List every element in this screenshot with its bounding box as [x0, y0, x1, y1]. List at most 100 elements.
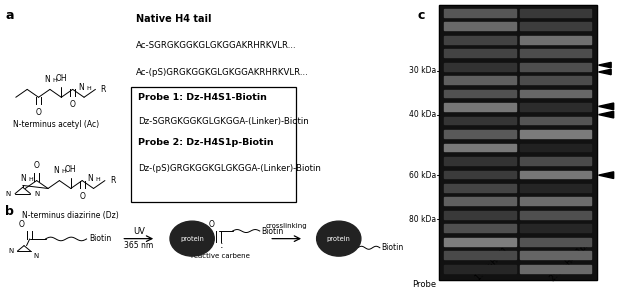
Text: N: N [35, 191, 40, 197]
Bar [520, 171, 591, 178]
Bar [520, 251, 591, 259]
Bar [444, 103, 516, 111]
Text: H: H [61, 169, 66, 174]
Bar [444, 76, 516, 84]
Text: H: H [52, 78, 57, 83]
Bar [444, 251, 516, 259]
Text: H: H [28, 177, 33, 182]
Text: 365 nm: 365 nm [124, 241, 154, 250]
Text: N: N [33, 253, 39, 259]
Text: N: N [8, 248, 14, 254]
Text: R: R [100, 85, 106, 94]
FancyBboxPatch shape [131, 87, 296, 202]
Text: Biotin: Biotin [382, 243, 404, 252]
Bar [444, 224, 516, 232]
Bar [520, 103, 591, 111]
Bar [520, 76, 591, 84]
Bar [444, 9, 516, 17]
Polygon shape [599, 69, 611, 75]
Bar [520, 63, 591, 71]
Text: Dz-(pS)GRGKGGKGLGKGGA-(Linker)-Biotin: Dz-(pS)GRGKGGKGLGKGGA-(Linker)-Biotin [138, 164, 320, 173]
Text: protein: protein [327, 236, 351, 242]
Text: N: N [6, 191, 11, 197]
Text: c: c [417, 9, 425, 22]
Polygon shape [599, 111, 614, 118]
Bar [520, 238, 591, 246]
Bar [444, 49, 516, 57]
Bar [520, 22, 591, 30]
Bar [444, 198, 516, 205]
Bar [520, 117, 591, 124]
Bar [520, 224, 591, 232]
Bar [439, 5, 597, 280]
Bar [520, 211, 591, 219]
Text: R: R [110, 176, 116, 185]
Bar [444, 130, 516, 138]
Text: 80 kDa: 80 kDa [409, 215, 436, 224]
Bar [520, 36, 591, 43]
Text: :: : [219, 240, 223, 250]
Text: N: N [44, 75, 50, 84]
Text: O: O [19, 220, 25, 229]
Text: 2: Dz-H4S1ph: 2: Dz-H4S1ph [549, 240, 592, 283]
Bar [520, 130, 591, 138]
Bar [520, 143, 591, 151]
Bar [444, 22, 516, 30]
Polygon shape [599, 103, 614, 110]
Text: b: b [5, 205, 14, 218]
Text: Ac-(pS)GRGKGGKGLGKGGAKRHRKVLR...: Ac-(pS)GRGKGGKGLGKGGAKRHRKVLR... [136, 68, 308, 78]
Polygon shape [599, 172, 614, 178]
Text: 60 kDa: 60 kDa [409, 171, 436, 180]
Bar [520, 198, 591, 205]
Text: Biotin: Biotin [262, 226, 284, 236]
Text: reactive carbene: reactive carbene [191, 253, 250, 259]
Bar [520, 9, 591, 17]
Text: Probe: Probe [412, 280, 436, 289]
Text: N: N [20, 174, 27, 183]
Text: Biotin: Biotin [89, 234, 111, 244]
Text: a: a [5, 9, 13, 22]
Text: H: H [95, 177, 100, 182]
Bar [520, 265, 591, 272]
Bar [520, 90, 591, 98]
Bar [444, 90, 516, 98]
Bar [444, 157, 516, 165]
Text: N-terminus diazirine (Dz): N-terminus diazirine (Dz) [22, 211, 119, 220]
Bar [520, 49, 591, 57]
Text: H: H [86, 86, 91, 91]
Ellipse shape [170, 221, 214, 256]
Text: Dz-SGRGKGGKGLGKGGA-(Linker)-Biotin: Dz-SGRGKGGKGLGKGGA-(Linker)-Biotin [138, 117, 308, 126]
Bar [444, 117, 516, 124]
Text: Ac-SGRGKGGKGLGKGGAKRHRKVLR...: Ac-SGRGKGGKGLGKGGAKRHRKVLR... [136, 41, 296, 50]
Text: 30 kDa: 30 kDa [409, 66, 436, 75]
Bar [444, 265, 516, 272]
Bar [444, 171, 516, 178]
Text: OH: OH [65, 165, 76, 174]
Text: crosslinking: crosslinking [266, 223, 307, 230]
Text: UV: UV [133, 226, 145, 236]
Text: N: N [78, 83, 84, 92]
Text: N: N [53, 166, 59, 175]
Text: protein: protein [180, 236, 204, 242]
Text: OH: OH [56, 74, 67, 83]
Bar [439, 5, 597, 280]
Text: O: O [33, 161, 40, 170]
Bar [520, 157, 591, 165]
Bar [520, 184, 591, 192]
Bar [444, 36, 516, 43]
Bar [444, 143, 516, 151]
Text: O: O [209, 219, 214, 229]
Text: O: O [35, 108, 42, 117]
Bar [444, 238, 516, 246]
Text: O: O [70, 100, 76, 109]
Bar [444, 63, 516, 71]
Text: N-terminus acetyl (Ac): N-terminus acetyl (Ac) [13, 120, 99, 129]
Bar [444, 184, 516, 192]
Polygon shape [599, 62, 611, 68]
Text: 40 kDa: 40 kDa [409, 110, 436, 119]
Text: Native H4 tail: Native H4 tail [136, 14, 211, 24]
Text: Probe 1: Dz-H4S1-Biotin: Probe 1: Dz-H4S1-Biotin [138, 93, 267, 102]
Ellipse shape [317, 221, 361, 256]
Text: Probe 2: Dz-H4S1p-Biotin: Probe 2: Dz-H4S1p-Biotin [138, 138, 274, 147]
Text: 1: Dz-H4S1: 1: Dz-H4S1 [473, 246, 510, 283]
